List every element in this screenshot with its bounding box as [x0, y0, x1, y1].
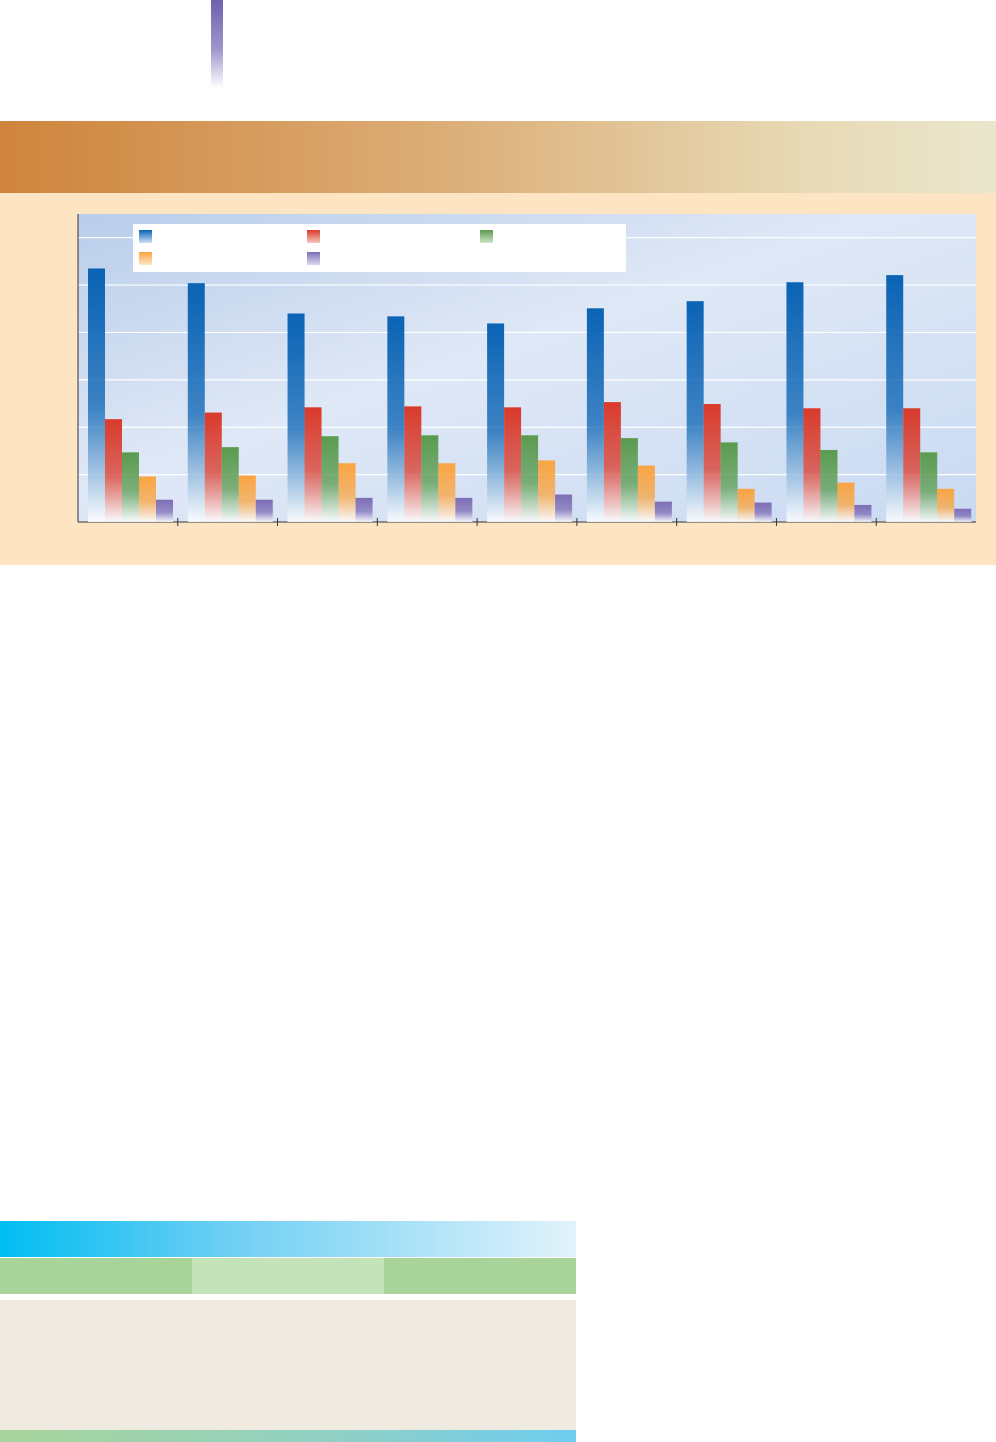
legend-item — [307, 252, 326, 265]
bar — [586, 308, 604, 522]
bar — [603, 402, 621, 522]
bar — [321, 436, 339, 522]
bar — [338, 463, 356, 522]
bar — [886, 275, 904, 522]
table-header-row — [0, 1258, 576, 1294]
bar — [156, 499, 173, 522]
bar — [304, 407, 322, 522]
bar — [404, 406, 422, 522]
bar — [686, 301, 704, 522]
chart-legend — [133, 224, 626, 272]
bar — [521, 435, 539, 522]
legend-item — [480, 230, 499, 243]
bar — [820, 449, 838, 522]
bar — [837, 482, 855, 522]
bar-chart — [77, 214, 976, 526]
legend-swatch — [307, 252, 320, 265]
bar — [438, 463, 456, 522]
table-body — [0, 1300, 576, 1430]
table-title-bar — [0, 1221, 576, 1257]
bar — [754, 502, 772, 522]
bar — [620, 438, 638, 522]
bar — [487, 323, 505, 522]
bar — [854, 504, 872, 522]
bar — [538, 460, 556, 522]
bar — [255, 499, 273, 522]
bar — [455, 497, 473, 522]
bar — [221, 447, 239, 522]
bar — [737, 488, 755, 522]
bar — [920, 452, 938, 522]
legend-swatch — [139, 230, 152, 243]
legend-item — [307, 230, 326, 243]
bar — [803, 408, 821, 522]
bar — [504, 407, 522, 522]
legend-item — [139, 252, 158, 265]
bar — [387, 316, 405, 522]
bar — [654, 501, 672, 522]
table-footer-bar — [0, 1430, 576, 1442]
bar — [703, 404, 721, 522]
legend-swatch — [307, 230, 320, 243]
bar — [204, 412, 222, 522]
chart-header-band — [0, 121, 996, 193]
bar — [139, 476, 156, 522]
bar — [720, 442, 738, 522]
bar — [421, 435, 439, 522]
bar — [903, 408, 921, 522]
legend-swatch — [139, 252, 152, 265]
bar — [555, 494, 573, 522]
bar — [238, 475, 256, 522]
legend-swatch — [480, 230, 493, 243]
legend-item — [139, 230, 158, 243]
bar — [187, 283, 205, 522]
bar — [287, 313, 305, 522]
table-header-cell — [192, 1258, 384, 1294]
table-header-cell — [384, 1258, 576, 1294]
accent-bar — [211, 0, 223, 88]
bar — [105, 419, 122, 522]
bar — [88, 268, 105, 522]
bar — [937, 488, 955, 522]
bar — [954, 508, 972, 522]
bar — [637, 465, 655, 522]
bar — [355, 497, 373, 522]
table-header-cell — [0, 1258, 192, 1294]
bar — [786, 282, 804, 522]
bar — [122, 452, 139, 522]
